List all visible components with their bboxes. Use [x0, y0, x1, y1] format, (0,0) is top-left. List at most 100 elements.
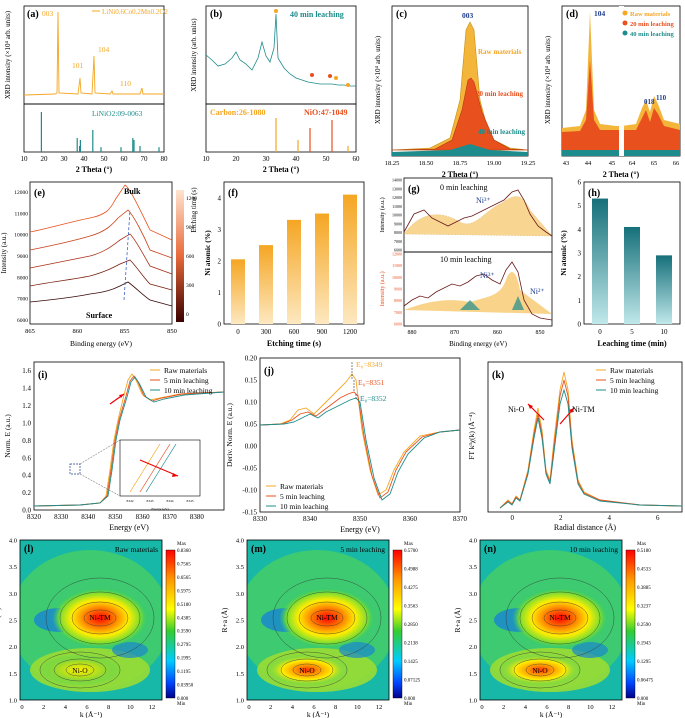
- xtick-a-2: 30: [61, 155, 69, 163]
- ytick-i-5: 1.0: [22, 419, 31, 427]
- ft-line-k-1: [499, 379, 683, 509]
- ytick-m-2: 2.0: [236, 644, 244, 651]
- xtick-d-0: 43: [563, 160, 570, 167]
- ytick-l-6: 4.0: [9, 538, 17, 545]
- xtick-j-2: 8350: [353, 515, 368, 523]
- ytick-g-bottom-5: 11000: [392, 263, 402, 268]
- ytick-j-4: 0.05: [245, 421, 258, 429]
- xtick-f-0: 0: [236, 328, 240, 336]
- inset-line-i-2: [145, 443, 177, 493]
- panel-i: (i) 8342 8343 8344 8345 Energy (eV) Raw mat…: [3, 361, 225, 532]
- axes-e: [29, 181, 173, 325]
- annotation-j-1: E₀=8351: [358, 378, 385, 387]
- series-label-c-1: 20 min leaching: [476, 90, 524, 98]
- yticks-f: 0 1 2 3 4: [218, 194, 222, 328]
- xticks-f: 0 300 600 900 1200: [236, 328, 357, 336]
- colorbar-tick-n-1: 0.5180: [637, 549, 651, 554]
- xtick-m-0: 0: [247, 704, 250, 711]
- xtick-a-1: 20: [41, 155, 49, 163]
- xtick-m-5: 10: [354, 704, 361, 711]
- ylabel-k: FT k³χ(k) (Å⁻⁴): [467, 412, 476, 460]
- xtick-m-6: 12: [376, 704, 383, 711]
- colorbar-tick-m-10: Min: [404, 702, 413, 707]
- xtick-h-0: 0: [598, 328, 602, 336]
- ytick-n-2: 2.0: [469, 644, 477, 651]
- xtick-i-5: 8370: [163, 513, 178, 521]
- colorbar-tick-l-13: Min: [177, 702, 186, 707]
- ytick-h-2: 2: [578, 273, 582, 281]
- xtick-g-3: 850: [536, 330, 545, 336]
- peak-label-d-2: 110: [656, 94, 667, 102]
- xrd-line-a: [23, 11, 164, 96]
- colorbar-tick-l-1: 0.8360: [177, 549, 191, 554]
- bars-h: [592, 198, 672, 324]
- ylabel-n: R+a (Å): [453, 607, 462, 632]
- ytick-m-5: 3.5: [236, 564, 244, 571]
- xticks-j: 8330 8340 8350 8360 8370: [253, 515, 468, 523]
- contour-o-m-1: [280, 658, 334, 682]
- xtick-d-2: 45: [609, 160, 616, 167]
- title-n: 10 min leaching: [570, 545, 619, 554]
- colorbar-label-e: Etching time (s): [190, 187, 198, 233]
- colorbar-e: [176, 190, 184, 322]
- colorbar-tick-n-2: 0.4533: [637, 568, 651, 573]
- colorbar-ticks-e: 0 300 600 900 1200: [186, 196, 197, 318]
- colorbar-tick-l-9: 0.1995: [177, 657, 191, 662]
- contour-tm-m-0: [272, 577, 382, 659]
- legend-text-j-0: Raw materials: [280, 482, 323, 491]
- heatmap-peak-tm-n: [512, 588, 608, 648]
- colorbar-tick-n-0: Max: [637, 542, 647, 547]
- legend-text-j-1: 5 min leaching: [280, 492, 325, 501]
- heatmap-peak-tm-l: [52, 588, 148, 648]
- xtick-d-3: 64: [629, 160, 636, 167]
- colorbar-tick-l-11: 0.03950: [177, 684, 194, 689]
- xtick-b-0: 10: [203, 155, 211, 163]
- ytick-g-top-8: 14000: [392, 178, 402, 183]
- top-label-e: Bulk: [124, 187, 141, 196]
- xtick-n-3: 6: [545, 704, 549, 711]
- xtick-c-0: 18.25: [385, 160, 400, 167]
- title-m: 5 min leaching: [340, 545, 385, 554]
- inset-xtick-i-1: 8343: [147, 499, 154, 503]
- reference-a: LiNiO2:09-0063: [92, 109, 143, 118]
- xlabel-j: Energy (eV): [340, 525, 380, 534]
- peak-label-a-3: 110: [120, 79, 131, 88]
- title-g-bottom: 10 min leaching: [440, 255, 492, 264]
- colorbar-tick-m-6: 0.2138: [404, 642, 418, 647]
- colorbar-tick-e-2: 600: [186, 254, 195, 260]
- legend-text-b: 40 min leaching: [290, 10, 344, 19]
- reference-b-2: NiO:47-1049: [304, 108, 348, 117]
- colorbar-l: [165, 549, 176, 699]
- colorbar-tick-l-2: 0.7565: [177, 562, 191, 567]
- heatmap-region-l-3: [112, 642, 148, 658]
- heatmap-peak-o-m: [265, 654, 349, 686]
- annotation-k-0: Ni-O: [508, 405, 525, 414]
- series-label-c-2: 40 min leaching: [478, 128, 526, 136]
- ytick-e-0: 6000: [17, 318, 28, 324]
- legend-swatch-d-1: [622, 20, 628, 26]
- xlabel-a: 2 Theta (°): [76, 165, 113, 174]
- yticks-h: 0 1 2 3 4 5 6: [578, 179, 582, 329]
- xlabel-m: k (Å⁻¹): [307, 710, 330, 718]
- panel-label-f: (f): [228, 188, 238, 199]
- colorbar-tick-l-3: 0.6565: [177, 576, 191, 581]
- axis-break-d: [619, 6, 624, 156]
- annotation-j-2: E₀=8352: [360, 394, 387, 403]
- xtick-k-0: 0: [511, 514, 515, 522]
- contour-o-m-0: [266, 651, 348, 689]
- ytick-j-7: 0.20: [245, 355, 258, 363]
- ytick-l-1: 1.5: [9, 671, 17, 678]
- zoom-box-i: [69, 463, 81, 475]
- bars-f: [231, 194, 357, 324]
- ylabel-g-bottom: Intensity (a.u.): [379, 271, 386, 306]
- panel-b: (b) 40 min leaching Carbon:26-1080 NiO:4…: [190, 5, 360, 174]
- ytick-m-3: 2.5: [236, 618, 244, 625]
- ytick-e-5: 11000: [14, 211, 28, 217]
- annotation-l-1: Ni-O: [72, 666, 88, 675]
- reference-bars-a: [40, 112, 160, 152]
- xtick-f-3: 900: [317, 328, 328, 336]
- bar-f-0: [231, 259, 245, 324]
- xtick-f-1: 300: [261, 328, 272, 336]
- panel-label-j: (j): [264, 366, 274, 377]
